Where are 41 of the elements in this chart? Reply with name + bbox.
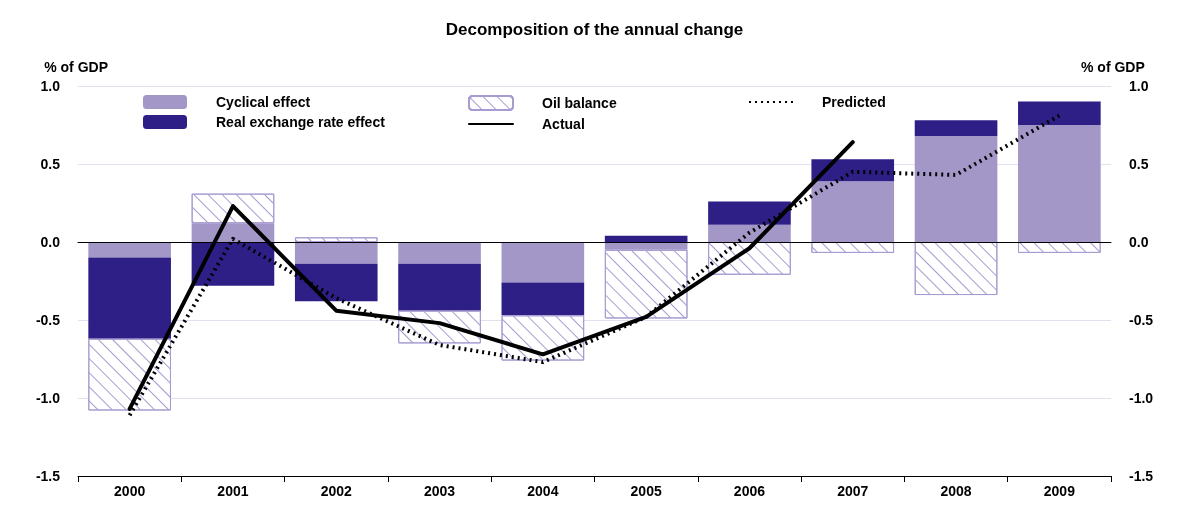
bar bbox=[398, 242, 481, 264]
x-tick-label: 2007 bbox=[837, 483, 869, 499]
y2-tick-label: -1.5 bbox=[1129, 468, 1154, 484]
legend-label: Real exchange rate effect bbox=[216, 114, 386, 130]
x-tick-label: 2002 bbox=[320, 483, 353, 499]
y-tick-label: -1.5 bbox=[35, 468, 61, 484]
bar bbox=[88, 257, 171, 339]
x-tick-label: 2003 bbox=[423, 483, 456, 499]
x-tick-label: 2008 bbox=[940, 483, 972, 499]
y2-tick-label: 0.0 bbox=[1129, 234, 1149, 250]
legend-label: Actual bbox=[542, 116, 585, 132]
x-tick-label: 2001 bbox=[217, 483, 249, 499]
y2-tick-label: 0.5 bbox=[1129, 156, 1149, 172]
x-tick-label: 2009 bbox=[1043, 483, 1076, 499]
y-tick-label: 1.0 bbox=[40, 78, 61, 94]
y2-tick-label: 1.0 bbox=[1129, 78, 1149, 94]
y-tick-label: -1.0 bbox=[35, 390, 61, 406]
x-tick-label: 2006 bbox=[733, 483, 766, 499]
bar bbox=[398, 263, 481, 311]
y-axis-title: % of GDP bbox=[44, 59, 108, 75]
bar bbox=[294, 263, 378, 302]
bar bbox=[1018, 101, 1101, 125]
y2-tick-label: -1.0 bbox=[1129, 390, 1154, 406]
bar bbox=[914, 120, 998, 136]
y-tick-label: 0.0 bbox=[40, 234, 61, 250]
x-tick-label: 2005 bbox=[630, 483, 662, 499]
y2-axis-title: % of GDP bbox=[1081, 59, 1145, 75]
chart-title: Decomposition of the annual change bbox=[445, 20, 744, 39]
bar bbox=[604, 235, 688, 242]
legend-label: Oil balance bbox=[542, 95, 617, 111]
legend-label: Predicted bbox=[822, 94, 886, 110]
x-tick-label: 2004 bbox=[527, 483, 559, 499]
y-tick-label: -0.5 bbox=[35, 312, 61, 328]
legend-label: Cyclical effect bbox=[216, 94, 311, 110]
y-tick-label: 0.5 bbox=[40, 156, 61, 172]
bar bbox=[88, 242, 171, 258]
bar bbox=[501, 242, 585, 283]
y2-tick-label: -0.5 bbox=[1129, 312, 1154, 328]
x-tick-label: 2000 bbox=[114, 483, 146, 499]
bar bbox=[501, 282, 585, 316]
bar bbox=[708, 201, 791, 225]
